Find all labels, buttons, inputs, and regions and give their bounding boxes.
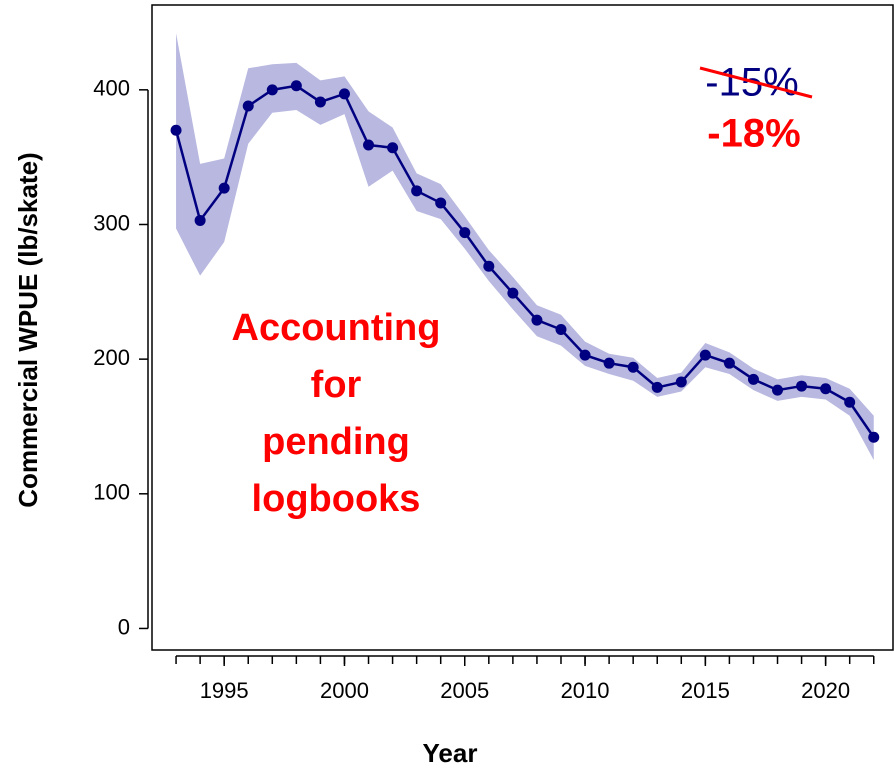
x-tick-label: 2020 bbox=[801, 678, 850, 703]
point bbox=[507, 287, 519, 299]
point bbox=[314, 96, 326, 108]
point bbox=[290, 80, 302, 92]
y-tick-label: 300 bbox=[93, 210, 130, 235]
confidence-band bbox=[176, 33, 874, 461]
point bbox=[579, 349, 591, 361]
point bbox=[483, 260, 495, 272]
point bbox=[218, 182, 230, 194]
point bbox=[435, 197, 447, 209]
point bbox=[675, 376, 687, 388]
point bbox=[747, 373, 759, 385]
point bbox=[459, 227, 471, 239]
note-line: for bbox=[311, 364, 362, 406]
point bbox=[411, 185, 423, 197]
point bbox=[651, 381, 663, 393]
point bbox=[844, 396, 856, 408]
x-tick-label: 2010 bbox=[561, 678, 610, 703]
point bbox=[603, 357, 615, 369]
point bbox=[723, 357, 735, 369]
point bbox=[627, 361, 639, 373]
point bbox=[699, 349, 711, 361]
note-line: logbooks bbox=[252, 478, 421, 520]
point bbox=[820, 383, 832, 395]
note-line: Accounting bbox=[232, 307, 441, 349]
y-tick-label: 400 bbox=[93, 76, 130, 101]
point bbox=[555, 324, 567, 336]
point bbox=[531, 314, 543, 326]
y-tick-label: 100 bbox=[93, 480, 130, 505]
strike-line bbox=[699, 66, 813, 99]
x-tick-label: 2005 bbox=[440, 678, 489, 703]
point bbox=[387, 142, 399, 154]
point bbox=[242, 100, 254, 112]
x-tick-label: 1995 bbox=[200, 678, 249, 703]
x-tick-label: 2000 bbox=[320, 678, 369, 703]
y-axis-label: Commercial WPUE (lb/skate) bbox=[13, 152, 43, 507]
point bbox=[266, 84, 278, 96]
y-tick-label: 200 bbox=[93, 345, 130, 370]
new-change: -18% bbox=[707, 112, 800, 156]
point bbox=[772, 384, 784, 396]
point bbox=[194, 214, 206, 226]
x-tick-label: 2015 bbox=[681, 678, 730, 703]
point bbox=[170, 124, 182, 136]
point bbox=[868, 431, 880, 443]
x-axis-label: Year bbox=[423, 738, 478, 768]
plot-frame bbox=[151, 4, 894, 651]
point bbox=[338, 88, 350, 100]
y-tick-label: 0 bbox=[118, 614, 130, 639]
note-line: pending bbox=[262, 421, 410, 463]
point bbox=[796, 380, 808, 392]
point bbox=[363, 139, 375, 151]
